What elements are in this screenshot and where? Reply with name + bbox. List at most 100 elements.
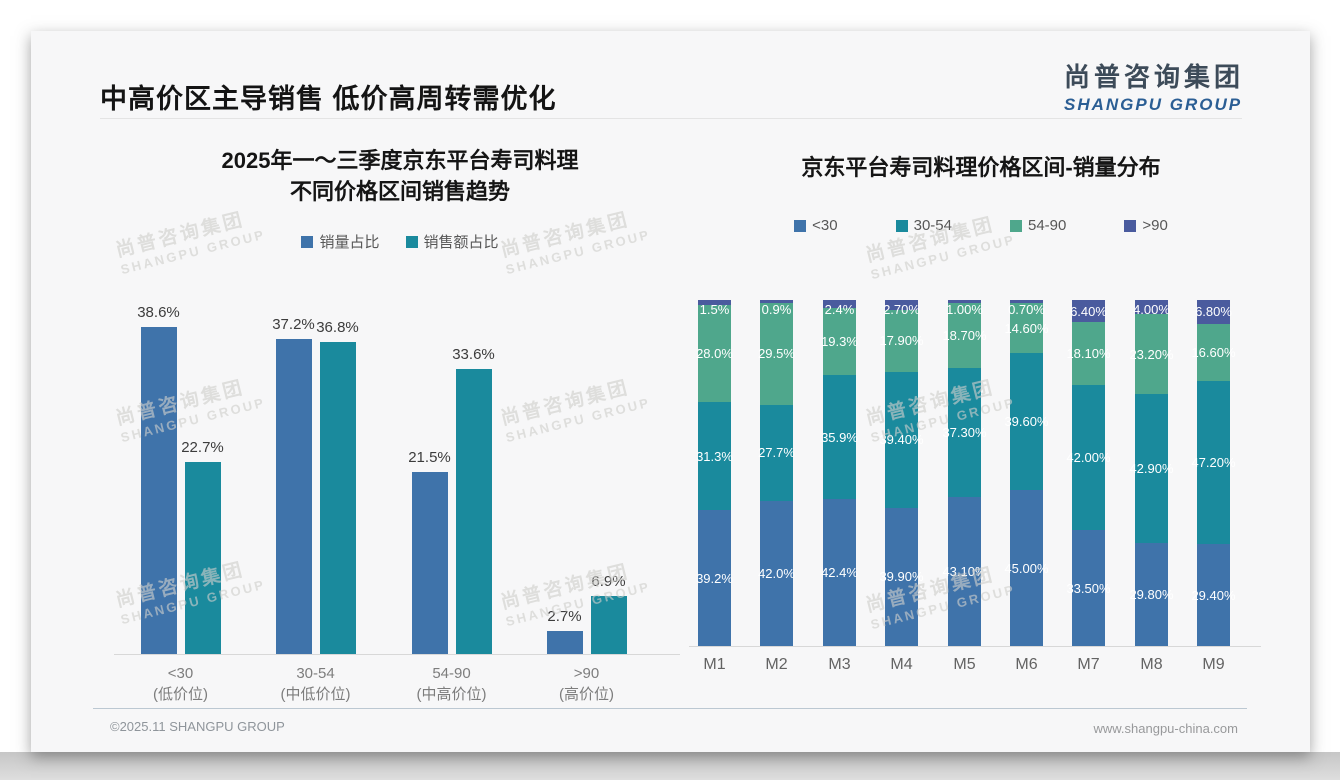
segment-value-label: 28.0% (696, 346, 733, 362)
company-logo: 尚普咨询集团 SHANGPU GROUP (1064, 57, 1244, 115)
stack-segment (698, 300, 731, 306)
x-tick-label: M3 (828, 656, 851, 673)
segment-value-label: 42.90% (1129, 461, 1174, 477)
x-tick-label: M6 (1015, 656, 1038, 673)
bar-segment (319, 342, 356, 654)
segment-value-label: 1.00% (946, 301, 983, 317)
stack-segment (823, 499, 856, 646)
slide-title: 中高价区主导销售 低价高周转需优化 (100, 84, 557, 114)
legend-label: >90 (1142, 217, 1168, 234)
bar-segment (546, 631, 583, 654)
segment-value-label: 2.4% (824, 302, 855, 317)
segment-value-label: 42.0% (758, 565, 795, 581)
stack-segment (885, 300, 918, 310)
legend-marker-icon (794, 219, 807, 232)
bar-segment (184, 462, 221, 654)
stack-segment (1197, 380, 1230, 545)
segment-value-label: 35.9% (821, 429, 858, 445)
x-tick-label: M1 (703, 656, 726, 673)
stack-segment (1197, 323, 1230, 381)
stack-segment (948, 496, 981, 646)
bar-segment (275, 339, 312, 654)
stack-segment (1135, 314, 1168, 395)
x-tick-label: <30 (低价位) (121, 663, 241, 705)
segment-value-label: 39.2% (696, 570, 733, 586)
stack-segment (760, 404, 793, 501)
stack-segment (698, 402, 731, 511)
category-name: >90 (573, 665, 600, 682)
x-tick-label: 54-90 (中高价位) (392, 663, 512, 705)
category-subname: (中低价位) (280, 686, 351, 703)
bar-value-label: 37.2% (272, 316, 315, 333)
legend-label: 销量占比 (319, 234, 380, 251)
category-name: 30-54 (296, 665, 335, 682)
stack-segment (885, 309, 918, 372)
header-divider (100, 118, 1242, 119)
category-subname: (中高价位) (416, 686, 487, 703)
slide: 中高价区主导销售 低价高周转需优化 尚普咨询集团 SHANGPU GROUP 尚… (31, 31, 1310, 752)
x-tick-label: M2 (765, 656, 788, 673)
stack-segment (1197, 544, 1230, 646)
x-tick-label: M5 (953, 656, 976, 673)
segment-value-label: 0.70% (1008, 302, 1045, 318)
x-axis-line (114, 654, 680, 655)
page-bottom-strip (0, 752, 1340, 780)
trend-chart-title-line1: 2025年一～三季度京东平台寿司料理 (221, 148, 579, 173)
segment-value-label: 17.90% (879, 333, 924, 349)
bar-value-label: 36.8% (316, 319, 359, 336)
segment-value-label: 37.30% (942, 424, 987, 440)
legend-label: 30-54 (913, 217, 952, 234)
segment-value-label: 29.80% (1129, 586, 1174, 602)
legend-item-revenue-share: 销售额占比 (405, 231, 499, 252)
bar-value-label: 2.7% (547, 608, 582, 625)
footer-divider (93, 708, 1247, 709)
segment-value-label: 27.7% (758, 445, 795, 461)
segment-value-label: 18.70% (942, 327, 987, 343)
segment-value-label: 14.60% (1004, 320, 1049, 336)
legend-item-54-90: 54-90 (1010, 217, 1066, 234)
stack-segment (823, 308, 856, 376)
segment-value-label: 18.10% (1066, 345, 1111, 361)
segment-value-label: 29.40% (1191, 587, 1236, 603)
segment-value-label: 23.20% (1129, 346, 1174, 362)
stack-segment (1010, 302, 1043, 354)
stack-segment (1197, 300, 1230, 324)
category-subname: (低价位) (153, 686, 208, 703)
segment-value-label: 6.40% (1070, 303, 1107, 319)
legend-marker-icon (895, 219, 908, 232)
legend-marker-icon (405, 235, 418, 248)
category-name: 54-90 (432, 665, 471, 682)
segment-value-label: 31.3% (696, 448, 733, 464)
stack-segment (698, 510, 731, 646)
stack-segment (948, 303, 981, 368)
segment-value-label: 43.10% (942, 563, 987, 579)
stack-segment (1072, 300, 1105, 323)
stack-segment (1010, 353, 1043, 491)
stack-segment (1135, 300, 1168, 315)
stack-segment (823, 300, 856, 309)
legend-marker-icon (1010, 219, 1022, 232)
x-tick-label: >90 (高价位) (527, 663, 647, 705)
trend-chart-title-line2: 不同价格区间销售趋势 (289, 179, 510, 204)
legend-item-30-54: 30-54 (895, 217, 952, 234)
segment-value-label: 42.4% (821, 565, 858, 581)
segment-value-label: 2.70% (883, 302, 920, 318)
watermark: 尚普咨询集团 SHANGPU GROUP (863, 198, 1048, 282)
stack-segment (760, 302, 793, 405)
stack-segment (698, 305, 731, 403)
legend-item-lt30: <30 (794, 217, 838, 234)
legend-marker-icon (1124, 219, 1137, 232)
bar-segment (140, 327, 177, 654)
bar-segment (411, 472, 448, 654)
segment-value-label: 39.40% (879, 432, 924, 448)
stack-segment (760, 500, 793, 646)
bar-value-label: 21.5% (408, 449, 451, 466)
bar-value-label: 22.7% (181, 439, 224, 456)
category-name: <30 (167, 665, 194, 682)
legend-label: 54-90 (1028, 217, 1067, 234)
segment-value-label: 33.50% (1066, 580, 1111, 596)
segment-value-label: 42.00% (1066, 449, 1111, 465)
bar-value-label: 33.6% (452, 346, 495, 363)
footer-copyright: ©2025.11 SHANGPU GROUP (110, 719, 285, 734)
bar-segment (455, 369, 492, 654)
